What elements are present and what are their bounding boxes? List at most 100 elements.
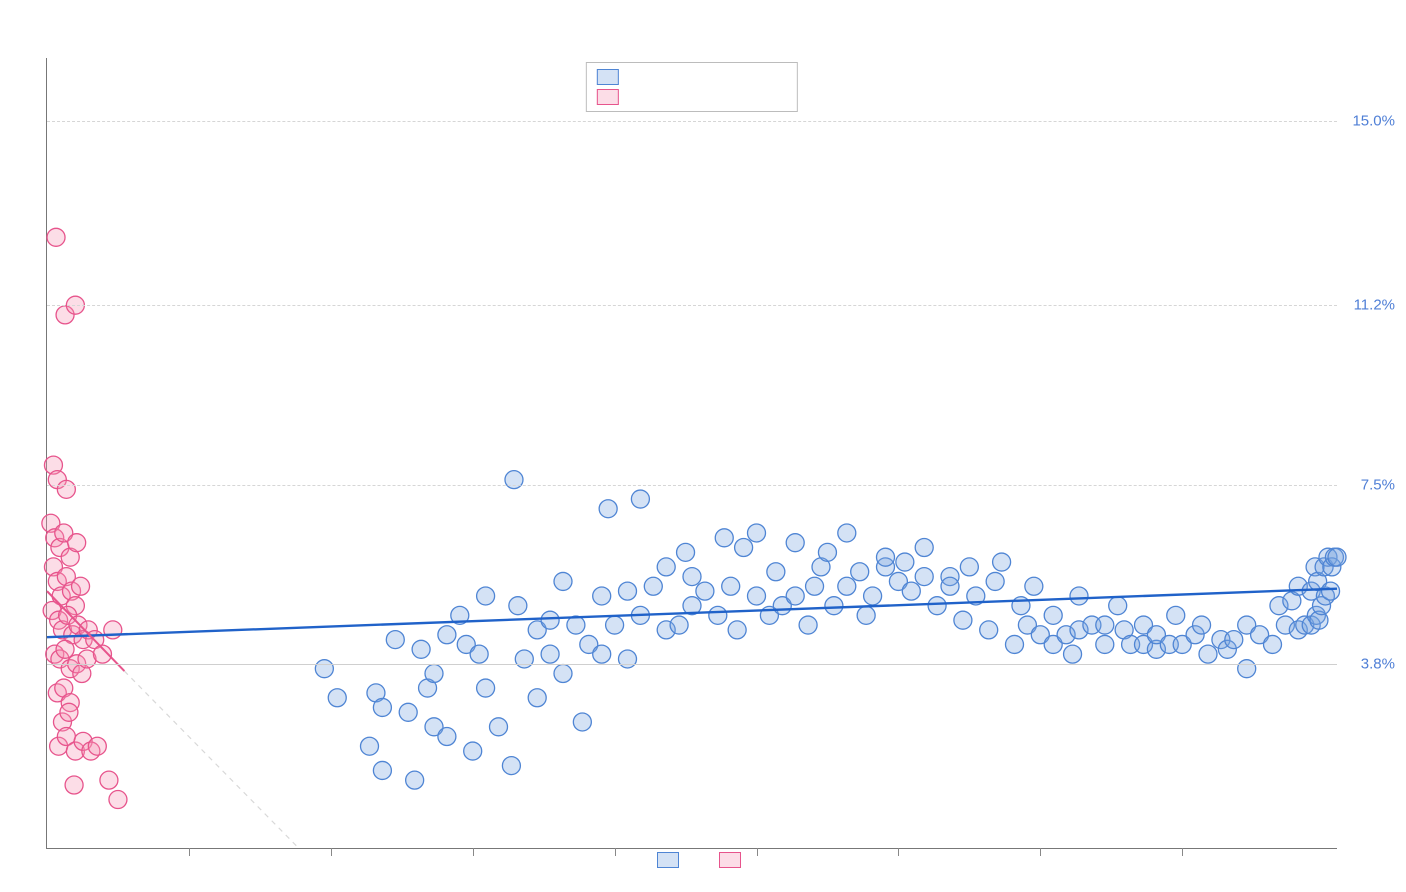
data-point-nonimmigrants: [631, 490, 649, 508]
data-point-nonimmigrants: [554, 665, 572, 683]
data-point-nonimmigrants: [928, 597, 946, 615]
data-point-nonimmigrants: [373, 761, 391, 779]
data-point-nonimmigrants: [896, 553, 914, 571]
data-point-nonimmigrants: [1070, 587, 1088, 605]
data-point-nonimmigrants: [1322, 582, 1340, 600]
data-point-immigrants-syria: [47, 228, 65, 246]
y-tick-label: 15.0%: [1341, 113, 1395, 130]
gridline: [47, 305, 1337, 306]
data-point-nonimmigrants: [767, 563, 785, 581]
data-point-nonimmigrants: [470, 645, 488, 663]
data-point-nonimmigrants: [1096, 616, 1114, 634]
legend-row-nonimmigrants: [597, 67, 787, 87]
x-tick: [757, 848, 758, 856]
data-point-nonimmigrants: [599, 500, 617, 518]
legend-row-immigrants: [597, 87, 787, 107]
data-point-nonimmigrants: [1238, 660, 1256, 678]
data-point-nonimmigrants: [619, 650, 637, 668]
data-point-nonimmigrants: [554, 572, 572, 590]
swatch-nonimmigrants: [597, 69, 619, 85]
plot-area: 3.8%7.5%11.2%15.0%: [46, 58, 1337, 849]
data-point-nonimmigrants: [696, 582, 714, 600]
data-point-nonimmigrants: [1109, 597, 1127, 615]
data-point-nonimmigrants: [941, 577, 959, 595]
data-point-nonimmigrants: [786, 534, 804, 552]
data-point-nonimmigrants: [619, 582, 637, 600]
data-point-nonimmigrants: [670, 616, 688, 634]
data-point-nonimmigrants: [373, 698, 391, 716]
data-point-nonimmigrants: [1064, 645, 1082, 663]
data-point-immigrants-syria: [60, 703, 78, 721]
data-point-immigrants-syria: [56, 640, 74, 658]
data-point-nonimmigrants: [818, 543, 836, 561]
data-point-nonimmigrants: [438, 728, 456, 746]
legend-item-immigrants: [719, 852, 749, 868]
data-point-nonimmigrants: [915, 568, 933, 586]
data-point-nonimmigrants: [1044, 606, 1062, 624]
data-point-nonimmigrants: [677, 543, 695, 561]
y-tick-label: 7.5%: [1341, 476, 1395, 493]
data-point-nonimmigrants: [464, 742, 482, 760]
data-point-nonimmigrants: [857, 606, 875, 624]
data-point-nonimmigrants: [722, 577, 740, 595]
data-point-nonimmigrants: [864, 587, 882, 605]
swatch-immigrants: [719, 852, 741, 868]
data-point-nonimmigrants: [838, 524, 856, 542]
data-point-immigrants-syria: [109, 791, 127, 809]
data-point-nonimmigrants: [567, 616, 585, 634]
correlation-legend: [586, 62, 798, 112]
data-point-nonimmigrants: [406, 771, 424, 789]
data-point-nonimmigrants: [728, 621, 746, 639]
y-tick-label: 11.2%: [1341, 297, 1395, 314]
y-tick-label: 3.8%: [1341, 655, 1395, 672]
data-point-nonimmigrants: [851, 563, 869, 581]
data-point-nonimmigrants: [748, 587, 766, 605]
data-point-nonimmigrants: [315, 660, 333, 678]
data-point-nonimmigrants: [425, 665, 443, 683]
data-point-nonimmigrants: [902, 582, 920, 600]
data-point-nonimmigrants: [399, 703, 417, 721]
data-point-nonimmigrants: [715, 529, 733, 547]
scatter-layer: [47, 58, 1337, 848]
data-point-immigrants-syria: [57, 480, 75, 498]
data-point-nonimmigrants: [1225, 631, 1243, 649]
data-point-nonimmigrants: [1193, 616, 1211, 634]
x-tick: [331, 848, 332, 856]
data-point-nonimmigrants: [993, 553, 1011, 571]
data-point-nonimmigrants: [412, 640, 430, 658]
gridline: [47, 121, 1337, 122]
swatch-immigrants: [597, 89, 619, 105]
data-point-nonimmigrants: [838, 577, 856, 595]
data-point-immigrants-syria: [68, 534, 86, 552]
data-point-nonimmigrants: [1264, 635, 1282, 653]
x-tick: [473, 848, 474, 856]
data-point-nonimmigrants: [799, 616, 817, 634]
x-tick: [189, 848, 190, 856]
data-point-nonimmigrants: [505, 471, 523, 489]
swatch-nonimmigrants: [657, 852, 679, 868]
data-point-nonimmigrants: [1328, 548, 1346, 566]
data-point-immigrants-syria: [65, 776, 83, 794]
data-point-nonimmigrants: [541, 611, 559, 629]
x-tick: [1182, 848, 1183, 856]
data-point-immigrants-syria: [100, 771, 118, 789]
data-point-nonimmigrants: [986, 572, 1004, 590]
data-point-nonimmigrants: [1167, 606, 1185, 624]
data-point-nonimmigrants: [786, 587, 804, 605]
x-tick: [615, 848, 616, 856]
data-point-nonimmigrants: [361, 737, 379, 755]
data-point-nonimmigrants: [735, 539, 753, 557]
data-point-nonimmigrants: [644, 577, 662, 595]
data-point-nonimmigrants: [477, 679, 495, 697]
data-point-nonimmigrants: [515, 650, 533, 668]
data-point-nonimmigrants: [386, 631, 404, 649]
data-point-nonimmigrants: [528, 689, 546, 707]
gridline: [47, 485, 1337, 486]
data-point-nonimmigrants: [1025, 577, 1043, 595]
data-point-nonimmigrants: [960, 558, 978, 576]
data-point-immigrants-syria: [72, 577, 90, 595]
data-point-nonimmigrants: [509, 597, 527, 615]
data-point-nonimmigrants: [573, 713, 591, 731]
data-point-nonimmigrants: [683, 568, 701, 586]
data-point-nonimmigrants: [806, 577, 824, 595]
